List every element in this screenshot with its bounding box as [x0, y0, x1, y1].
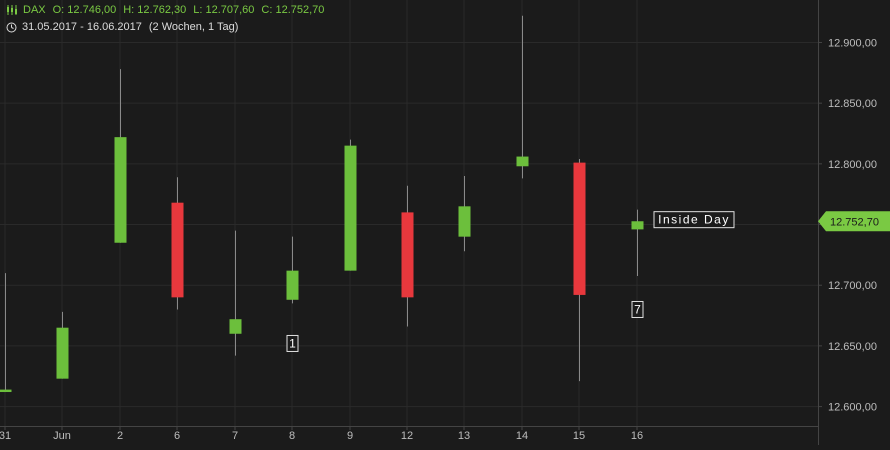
low-value: L: 12.707,60: [193, 4, 255, 16]
last-price-tag: [818, 211, 890, 232]
period-length: (2 Wochen, 1 Tag): [148, 21, 239, 33]
candle-body-up: [56, 327, 69, 379]
date-range: 31.05.2017 - 16.06.2017: [22, 21, 142, 33]
x-tick-label: 31: [0, 430, 11, 442]
period-header: 31.05.2017 - 16.06.2017 (2 Wochen, 1 Tag…: [6, 21, 245, 33]
candlestick-icon: [7, 5, 17, 15]
x-tick-label: 12: [401, 430, 413, 442]
candle-body-up: [631, 221, 644, 230]
candle-body-up: [458, 206, 471, 237]
symbol-name: DAX: [23, 4, 46, 16]
y-tick-label: 12.850,00: [828, 98, 877, 110]
candle-body-down: [573, 162, 586, 295]
x-tick-label: 6: [174, 430, 180, 442]
x-tick-label: 8: [289, 430, 295, 442]
candle-body-up: [286, 270, 299, 300]
ohlc-header: DAX O: 12.746,00 H: 12.762,30 L: 12.707,…: [6, 4, 331, 16]
annotation-box: [631, 300, 644, 318]
clock-icon: [6, 22, 17, 32]
x-tick-label: 9: [347, 430, 353, 442]
y-tick-label: 12.600,00: [828, 402, 877, 414]
candle-body-up: [516, 156, 529, 167]
x-tick-label: 13: [458, 430, 470, 442]
x-tick-label: 14: [516, 430, 528, 442]
high-value: H: 12.762,30: [123, 4, 187, 16]
y-tick-label: 12.900,00: [828, 37, 877, 49]
annotation-label: 7: [634, 302, 641, 316]
x-tick-label: 2: [117, 430, 123, 442]
candle-body-up: [229, 319, 242, 334]
candle-body-down: [171, 202, 184, 298]
candle-body-down: [401, 212, 414, 298]
x-tick-label: Jun: [53, 430, 71, 442]
last-price-label: 12.752,70: [830, 216, 879, 228]
candle-body-up: [344, 145, 357, 271]
y-tick-label: 12.650,00: [828, 341, 877, 353]
annotation-box: [653, 211, 735, 229]
y-tick-label: 12.800,00: [828, 159, 877, 171]
x-tick-label: 16: [631, 430, 643, 442]
x-tick-label: 7: [232, 430, 238, 442]
annotation-box: [286, 334, 299, 352]
candle-body-up: [0, 389, 12, 393]
annotation-label: 1: [289, 336, 296, 350]
open-value: O: 12.746,00: [52, 4, 117, 16]
annotation-label: Inside Day: [658, 213, 730, 227]
candle-body-up: [114, 137, 127, 243]
x-tick-label: 15: [573, 430, 585, 442]
close-value: C: 12.752,70: [261, 4, 325, 16]
y-tick-label: 12.700,00: [828, 280, 877, 292]
